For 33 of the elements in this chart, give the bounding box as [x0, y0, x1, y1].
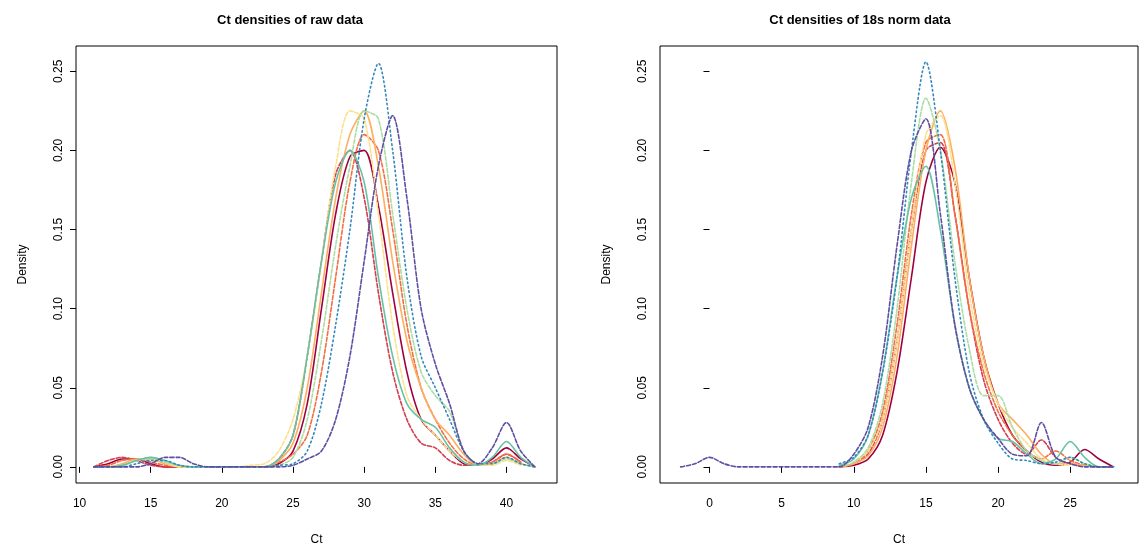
- y-axis-title: Density: [15, 244, 29, 285]
- x-tick-label: 25: [1063, 496, 1078, 510]
- x-tick-label: 30: [357, 496, 372, 510]
- y-axis-title: Density: [599, 244, 613, 285]
- x-tick-label: 40: [499, 496, 514, 510]
- chart-title: Ct densities of raw data: [217, 12, 364, 27]
- x-tick-label: 10: [847, 496, 861, 510]
- y-tick-label: 0.10: [635, 296, 649, 321]
- x-tick-label: 20: [215, 496, 229, 510]
- x-tick-label: 5: [778, 496, 786, 510]
- y-tick-label: 0.25: [51, 59, 65, 83]
- x-tick-label: 15: [919, 496, 933, 510]
- x-tick-label: 35: [428, 496, 443, 510]
- line-series: [679, 117, 1115, 468]
- y-tick-label: 0.15: [635, 217, 649, 242]
- x-axis-title: Ct: [893, 532, 906, 546]
- chart-title: Ct densities of 18s norm data: [769, 12, 952, 27]
- x-tick-label: 0: [706, 496, 714, 510]
- y-tick-label: 0.15: [51, 217, 65, 242]
- y-tick-label: 0.25: [635, 59, 649, 83]
- y-tick-label: 0.05: [635, 375, 649, 400]
- x-axis-title: Ct: [310, 532, 324, 546]
- x-tick-label: 20: [991, 496, 1006, 510]
- y-tick-label: 0.05: [51, 375, 65, 400]
- x-tick-label: 10: [72, 496, 87, 510]
- y-tick-label: 0.00: [635, 454, 649, 479]
- x-tick-label: 15: [144, 496, 158, 510]
- line-series: [852, 114, 1071, 467]
- y-tick-label: 0.10: [51, 296, 65, 321]
- y-tick-label: 0.00: [51, 454, 65, 479]
- y-tick-label: 0.20: [635, 138, 649, 163]
- y-tick-label: 0.20: [51, 138, 65, 163]
- x-tick-label: 25: [286, 496, 301, 510]
